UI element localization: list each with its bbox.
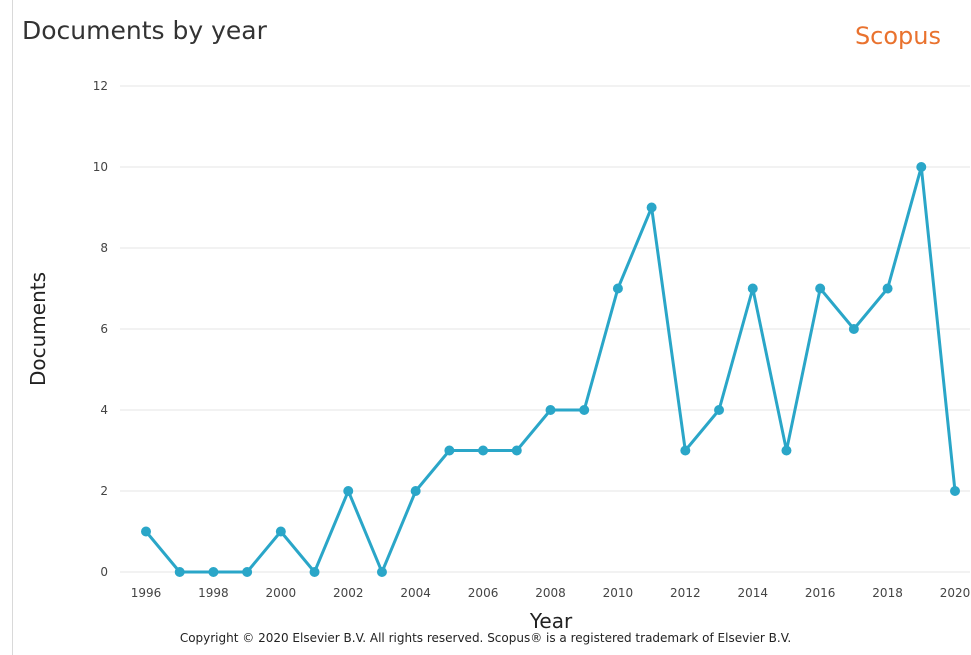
data-point[interactable] bbox=[848, 324, 859, 334]
y-tick-label: 2 bbox=[100, 484, 108, 498]
data-point[interactable] bbox=[376, 567, 387, 577]
x-tick-label: 1998 bbox=[198, 586, 229, 600]
x-tick-label: 2018 bbox=[872, 586, 903, 600]
data-point[interactable] bbox=[579, 405, 590, 415]
data-point[interactable] bbox=[747, 283, 758, 294]
data-point[interactable] bbox=[781, 445, 792, 456]
x-tick-label: 2012 bbox=[670, 586, 701, 600]
x-tick-label: 2008 bbox=[535, 586, 566, 600]
left-border bbox=[12, 0, 13, 655]
y-tick-label: 12 bbox=[93, 79, 108, 93]
y-tick-label: 6 bbox=[100, 322, 108, 336]
series-line bbox=[144, 165, 957, 574]
x-tick-label: 2006 bbox=[468, 586, 499, 600]
x-tick-label: 2014 bbox=[737, 586, 768, 600]
x-axis-label: Year bbox=[529, 609, 573, 633]
data-point[interactable] bbox=[680, 445, 691, 456]
data-point[interactable] bbox=[410, 486, 421, 496]
data-point[interactable] bbox=[882, 283, 893, 294]
data-point[interactable] bbox=[343, 486, 354, 496]
data-point[interactable] bbox=[141, 526, 151, 537]
x-tick-label: 2016 bbox=[805, 586, 836, 600]
data-point[interactable] bbox=[309, 567, 320, 577]
x-axis-ticks: 1996 1998 2000 2002 2004 2006 2008 2010 2012 2014… bbox=[131, 586, 971, 600]
chart-title: Documents by year bbox=[22, 16, 267, 45]
y-axis-label: Documents bbox=[26, 272, 50, 386]
y-tick-label: 0 bbox=[100, 565, 108, 579]
data-point[interactable] bbox=[242, 567, 253, 577]
scopus-logo: Scopus bbox=[854, 22, 941, 50]
data-point[interactable] bbox=[444, 445, 455, 456]
data-point[interactable] bbox=[174, 567, 185, 577]
data-point[interactable] bbox=[612, 283, 623, 294]
x-tick-label: 2002 bbox=[333, 586, 364, 600]
data-point[interactable] bbox=[208, 567, 219, 577]
data-point[interactable] bbox=[714, 405, 725, 415]
copyright-notice: Copyright © 2020 Elsevier B.V. All right… bbox=[179, 631, 792, 645]
y-tick-label: 10 bbox=[93, 160, 108, 174]
data-point[interactable] bbox=[545, 405, 556, 415]
y-tick-label: 4 bbox=[100, 403, 108, 417]
data-point[interactable] bbox=[511, 445, 522, 456]
x-tick-label: 2020 bbox=[940, 586, 971, 600]
y-axis-ticks: 0 2 4 6 8 10 12 bbox=[93, 79, 108, 579]
y-tick-label: 8 bbox=[100, 241, 108, 255]
data-point[interactable] bbox=[916, 162, 927, 172]
data-point[interactable] bbox=[275, 526, 286, 537]
x-tick-label: 1996 bbox=[131, 586, 162, 600]
x-tick-label: 2004 bbox=[400, 586, 431, 600]
data-point[interactable] bbox=[478, 445, 489, 456]
x-tick-label: 2000 bbox=[266, 586, 297, 600]
data-point[interactable] bbox=[950, 486, 960, 496]
data-point[interactable] bbox=[815, 283, 826, 294]
data-point[interactable] bbox=[646, 202, 657, 213]
x-tick-label: 2010 bbox=[603, 586, 634, 600]
series-documents bbox=[141, 162, 960, 577]
grid-lines bbox=[120, 85, 970, 573]
